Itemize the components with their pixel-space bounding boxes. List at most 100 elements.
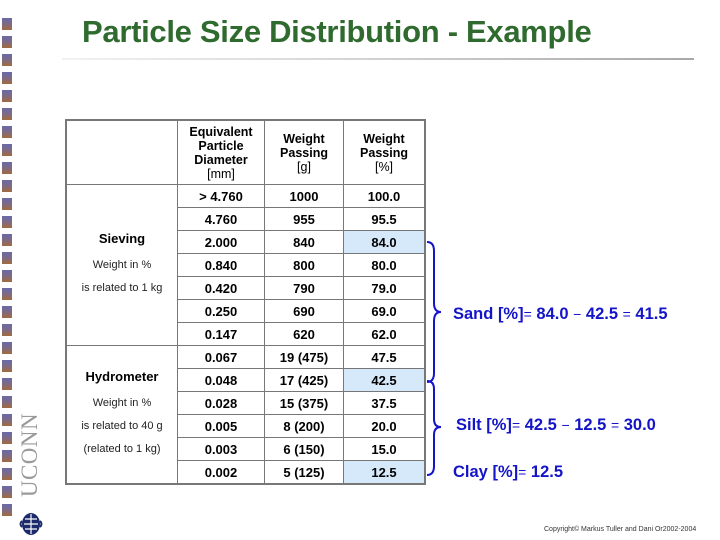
diameter-cell: 0.147: [177, 322, 265, 346]
weight-g-cell: 955: [264, 207, 344, 231]
decorative-square: [2, 396, 12, 408]
method-note: is related to 40 g: [81, 419, 163, 432]
diameter-cell: 0.420: [177, 276, 265, 300]
diameter-cell: 0.003: [177, 437, 265, 461]
minus-sign: −: [561, 417, 570, 433]
sand-formula: Sand [%]= 84.0 − 42.5 = 41.5: [453, 305, 668, 324]
clay-formula: Clay [%]= 12.5: [453, 463, 563, 482]
formula-label: Clay: [453, 463, 488, 481]
equals-sign: =: [622, 306, 631, 322]
copyright-notice: Copyright© Markus Tuller and Dani Or2002…: [544, 526, 697, 533]
decorative-square: [2, 108, 12, 120]
weight-pct-cell: 95.5: [343, 207, 426, 231]
weight-g-cell: 690: [264, 299, 344, 323]
formula-result: 41.5: [635, 305, 668, 323]
weight-g-cell: 6 (150): [264, 437, 344, 461]
table-row: Sieving Weight in % is related to 1 kg > 4.…: [65, 184, 426, 346]
title-divider: [62, 58, 694, 60]
equals-sign: =: [511, 417, 521, 433]
weight-g-cell: 790: [264, 276, 344, 300]
diameter-cell: 0.067: [177, 345, 265, 369]
table-row: 0.005 8 (200) 20.0: [66, 414, 426, 438]
decorative-square: [2, 342, 12, 354]
weight-g-cell: 1000: [264, 184, 344, 208]
formula-result: 12.5: [530, 463, 564, 481]
weight-g-cell: 8 (200): [264, 414, 344, 438]
formula-label: Sand: [453, 305, 494, 323]
decorative-square: [2, 180, 12, 192]
weight-pct-cell: 69.0: [343, 299, 426, 323]
decorative-square: [2, 504, 12, 516]
weight-g-cell: 840: [264, 230, 344, 254]
slide-title: Particle Size Distribution - Example: [82, 14, 592, 49]
formula-value: 84.0: [536, 305, 569, 323]
method-note: Weight in %: [92, 258, 152, 271]
decorative-square: [2, 324, 12, 336]
header-unit: [mm]: [207, 166, 235, 181]
header-unit: [%]: [374, 159, 394, 174]
diameter-cell: 0.002: [177, 460, 265, 485]
header-weight-pct: Weight Passing [%]: [343, 119, 426, 185]
formula-unit: [%]: [497, 305, 524, 323]
decorative-square: [2, 216, 12, 228]
table-row: 0.048 17 (425) 42.5: [66, 368, 426, 392]
decorative-square: [2, 90, 12, 102]
weight-g-cell: 15 (375): [264, 391, 344, 415]
header-diameter: Equivalent Particle Diameter [mm]: [177, 119, 265, 185]
decorative-square: [2, 288, 12, 300]
weight-g-cell: 5 (125): [264, 460, 344, 485]
formula-value: 12.5: [574, 416, 607, 434]
weight-pct-cell: 42.5: [343, 368, 426, 392]
table-row: 0.250 690 69.0: [66, 299, 426, 323]
decorative-square: [2, 198, 12, 210]
formula-result: 30.0: [623, 416, 656, 434]
weight-pct-cell: 79.0: [343, 276, 426, 300]
decorative-square: [2, 360, 12, 372]
silt-formula: Silt [%]= 42.5 − 12.5 = 30.0: [456, 416, 656, 435]
decorative-square: [2, 468, 12, 480]
table-row: 0.840 800 80.0: [66, 253, 426, 277]
method-note: Weight in %: [92, 396, 152, 409]
minus-sign: −: [573, 306, 582, 322]
diameter-cell: > 4.760: [177, 184, 265, 208]
diameter-cell: 0.250: [177, 299, 265, 323]
equals-sign: =: [610, 417, 620, 433]
uconn-wordmark: UCONN: [17, 412, 42, 498]
formula-unit: [%]: [486, 416, 512, 434]
silt-brace-icon: [426, 380, 442, 476]
decorative-square: [2, 252, 12, 264]
weight-pct-cell: 62.0: [343, 322, 426, 346]
uconn-logo: UCONN: [14, 408, 44, 535]
weight-pct-cell: 37.5: [343, 391, 426, 415]
table-row: 0.003 6 (150) 15.0: [66, 437, 426, 461]
formula-label: Silt: [456, 416, 482, 434]
diameter-cell: 0.005: [177, 414, 265, 438]
decorative-square: [2, 450, 12, 462]
weight-g-cell: 800: [264, 253, 344, 277]
table-row: 4.760 955 95.5: [66, 207, 426, 231]
decorative-square: [2, 18, 12, 30]
equals-sign: =: [523, 306, 532, 322]
decorative-square: [2, 144, 12, 156]
weight-pct-cell: 100.0: [343, 184, 426, 208]
weight-g-cell: 620: [264, 322, 344, 346]
weight-pct-cell: 84.0: [343, 230, 426, 254]
weight-pct-cell: 80.0: [343, 253, 426, 277]
weight-pct-cell: 47.5: [343, 345, 426, 369]
formula-unit: [%]: [492, 463, 519, 481]
method-name: Hydrometer: [85, 368, 159, 384]
header-unit: [g]: [297, 159, 311, 174]
diameter-cell: 4.760: [177, 207, 265, 231]
method-cell: Sieving Weight in % is related to 1 kg: [65, 184, 178, 346]
table-row: Hydrometer Weight in % is related to 40 g (…: [65, 345, 426, 485]
decorative-square: [2, 72, 12, 84]
table-row: 2.000 840 84.0: [66, 230, 426, 254]
decorative-square: [2, 234, 12, 246]
decorative-side-bar: [2, 18, 14, 522]
decorative-square: [2, 270, 12, 282]
decorative-square: [2, 162, 12, 174]
decorative-square: [2, 486, 12, 498]
weight-pct-cell: 20.0: [343, 414, 426, 438]
decorative-square: [2, 432, 12, 444]
decorative-square: [2, 126, 12, 138]
